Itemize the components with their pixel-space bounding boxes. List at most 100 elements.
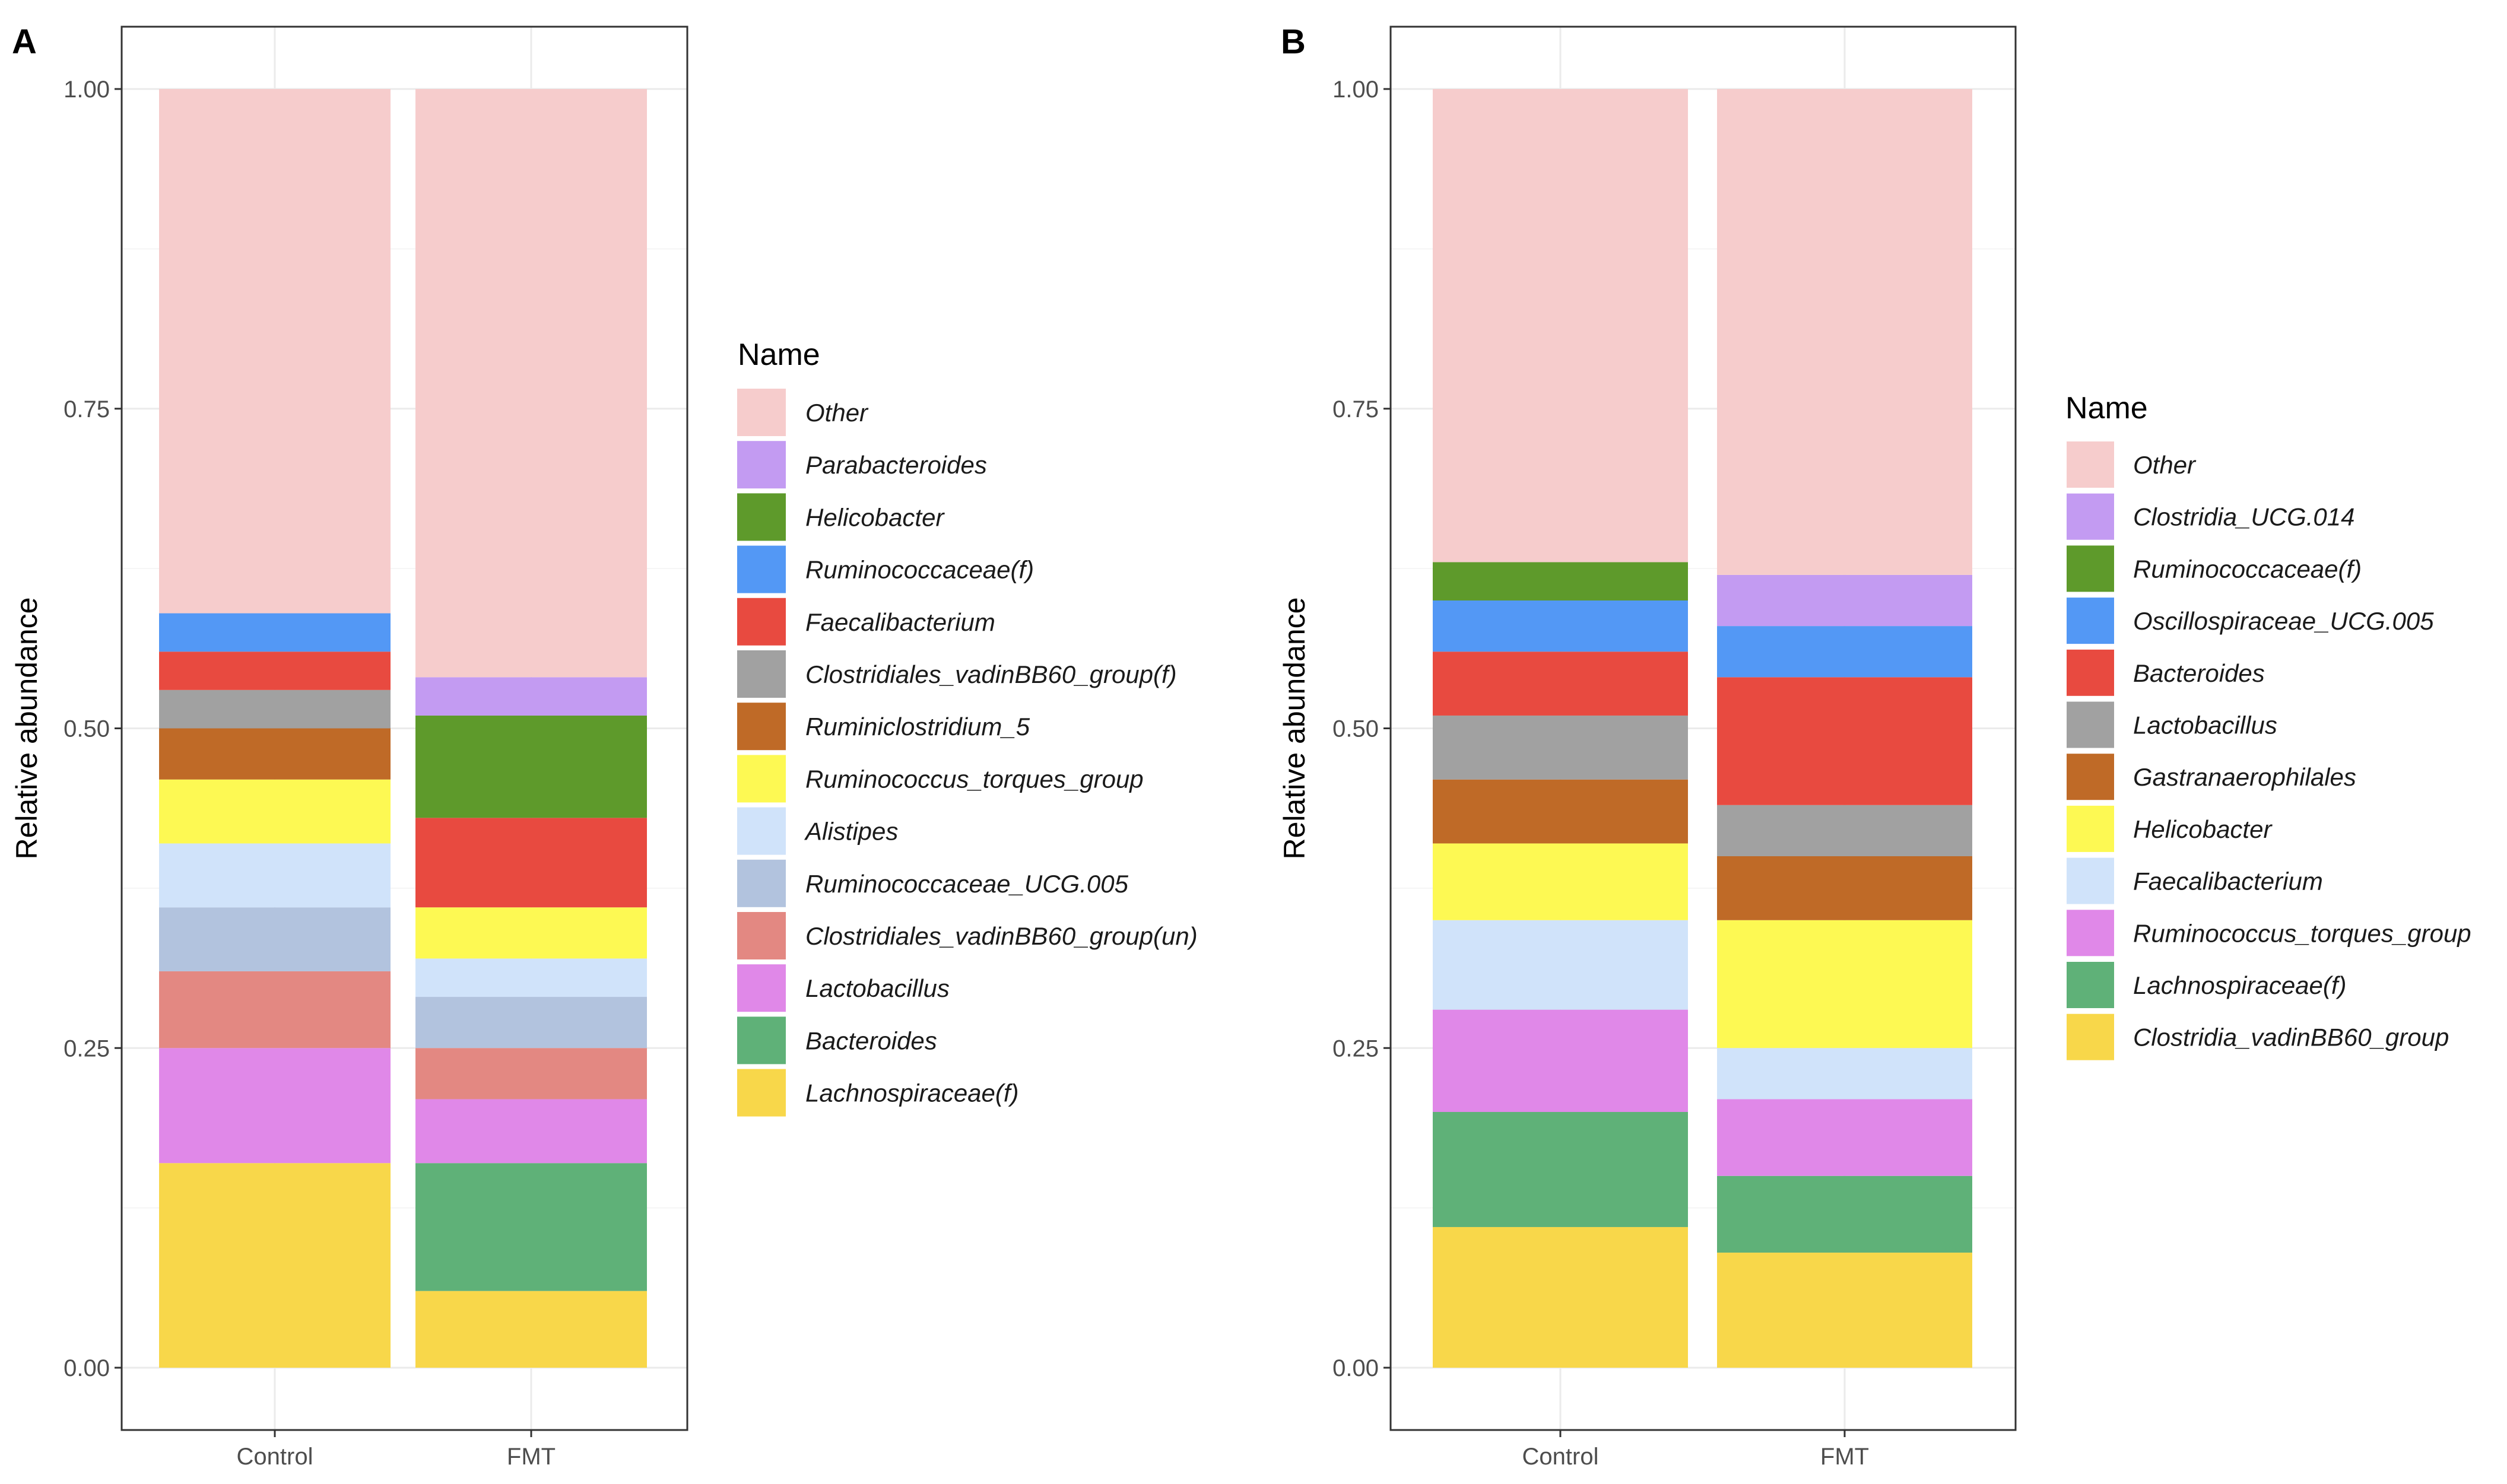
y-tick-label: 0.50 [64,716,110,742]
legend-label-other: Other [2133,451,2197,479]
legend-label-clostridiales-vadinbb60-group-f: Clostridiales_vadinBB60_group(f) [805,660,1177,688]
legend-label-lactobacillus: Lactobacillus [2133,711,2277,739]
bar-segment-fmt-helicobacter [1717,920,1972,1048]
legend-swatch-other [737,389,786,436]
bar-segment-control-gastranaerophilales [1433,779,1688,844]
bar-segment-control-lactobacillus [159,1048,391,1164]
bar-segment-fmt-lactobacillus [415,1099,647,1164]
legend-label-lactobacillus: Lactobacillus [805,974,950,1002]
bar-segment-control-ruminococcus-torques-group [1433,1009,1688,1112]
bar-segment-control-lachnospiraceae-f [159,1163,391,1368]
x-tick-label: Control [237,1444,313,1470]
bar-segment-control-lactobacillus [1433,715,1688,780]
legend-label-clostridia-ucg-014: Clostridia_UCG.014 [2133,503,2355,531]
bar-segment-fmt-lactobacillus [1717,805,1972,856]
bar-segment-fmt-helicobacter [415,715,647,818]
bar-segment-control-ruminococcus-torques-group [159,779,391,844]
legend-swatch-bacteroides [737,1016,786,1064]
bar-segment-fmt-clostridia-vadinbb60-group [1717,1253,1972,1368]
legend-swatch-faecalibacterium [2067,857,2114,904]
legend-label-helicobacter: Helicobacter [805,503,945,531]
y-tick-label: 0.75 [64,396,110,422]
legend-label-ruminococcaceae-f: Ruminococcaceae(f) [805,556,1034,584]
bar-segment-fmt-ruminococcus-torques-group [415,907,647,959]
legend-swatch-other [2067,441,2114,488]
legend-swatch-ruminococcaceae-ucg-005 [737,859,786,907]
legend-swatch-clostridiales-vadinbb60-group-un [737,912,786,959]
x-tick-label: FMT [1820,1444,1869,1470]
bar-segment-fmt-ruminococcaceae-ucg-005 [415,997,647,1048]
y-axis-title: Relative abundance [10,598,43,860]
bar-segment-fmt-clostridiales-vadinbb60-group-un [415,1048,647,1100]
bar-segment-control-other [1433,89,1688,563]
y-tick-label: 1.00 [1332,77,1379,103]
legend-swatch-clostridiales-vadinbb60-group-f [737,650,786,698]
legend-swatch-clostridia-ucg-014 [2067,493,2114,540]
legend-swatch-lachnospiraceae-f [737,1069,786,1117]
legend-swatch-ruminococcaceae-f [2067,545,2114,592]
y-tick-label: 0.75 [1332,396,1379,422]
bar-segment-fmt-ruminococcus-torques-group [1717,1099,1972,1176]
panel-label: A [12,23,37,61]
legend-label-faecalibacterium: Faecalibacterium [805,608,995,636]
legend-swatch-faecalibacterium [737,598,786,646]
legend-label-ruminococcus-torques-group: Ruminococcus_torques_group [2133,919,2471,947]
bar-segment-control-alistipes [159,843,391,908]
legend-swatch-lachnospiraceae-f [2067,962,2114,1008]
legend-title: Name [738,338,820,372]
legend-swatch-lactobacillus [737,964,786,1012]
bar-segment-control-ruminococcaceae-ucg-005 [159,907,391,971]
panel-b: B 0.00 0.25 0.50 0.75 1.00 Control FMT Relative … [1278,23,2471,1470]
bar-segment-control-oscillospiraceae-ucg-005 [1433,600,1688,652]
legend-label-parabacteroides: Parabacteroides [805,451,987,479]
y-tick-label: 0.00 [64,1355,110,1381]
x-tick-label: FMT [507,1444,556,1470]
legend-title: Name [2065,391,2148,425]
legend-label-helicobacter: Helicobacter [2133,815,2273,843]
legend-swatch-clostridia-vadinbb60-group [2067,1013,2114,1060]
bar-segment-fmt-clostridia-ucg-014 [1717,574,1972,627]
bar-segment-fmt-faecalibacterium [415,818,647,908]
bar-segment-control-ruminiclostridium-5 [159,728,391,780]
bar-segment-fmt-other [1717,89,1972,575]
legend-swatch-gastranaerophilales [2067,754,2114,800]
bar-segment-fmt-oscillospiraceae-ucg-005 [1717,626,1972,678]
legend-swatch-ruminococcaceae-f [737,545,786,593]
y-tick-label: 0.00 [1332,1355,1379,1381]
bar-segment-fmt-lachnospiraceae-f [1717,1175,1972,1253]
bar-segment-fmt-gastranaerophilales [1717,856,1972,920]
bar-segment-control-clostridiales-vadinbb60-group-f [159,689,391,729]
legend-label-other: Other [805,399,869,427]
legend-label-ruminococcaceae-ucg-005: Ruminococcaceae_UCG.005 [805,870,1129,898]
bar-segment-control-ruminococcaceae-f [159,613,391,652]
y-tick-label: 1.00 [64,77,110,103]
legend-swatch-helicobacter [737,493,786,541]
bar-segment-fmt-bacteroides [1717,677,1972,805]
bar-segment-fmt-lachnospiraceae-f [415,1291,647,1368]
legend-swatch-bacteroides [2067,649,2114,696]
bar-segment-fmt-faecalibacterium [1717,1048,1972,1100]
legend-label-ruminiclostridium-5: Ruminiclostridium_5 [805,713,1030,741]
bar-segment-fmt-parabacteroides [415,677,647,716]
y-tick-label: 0.25 [1332,1035,1379,1062]
legend-label-lachnospiraceae-f: Lachnospiraceae(f) [805,1079,1019,1107]
bar-segment-control-clostridiales-vadinbb60-group-un [159,971,391,1048]
bar-segment-fmt-bacteroides [415,1163,647,1291]
bar-segment-control-bacteroides [1433,652,1688,716]
bar-segment-fmt-other [415,89,647,678]
legend-swatch-oscillospiraceae-ucg-005 [2067,598,2114,644]
bar-segment-control-faecalibacterium [1433,920,1688,1010]
bar-segment-control-ruminococcaceae-f [1433,562,1688,600]
legend-swatch-lactobacillus [2067,701,2114,748]
legend-swatch-ruminiclostridium-5 [737,703,786,751]
legend-label-oscillospiraceae-ucg-005: Oscillospiraceae_UCG.005 [2133,607,2434,635]
legend-label-ruminococcaceae-f: Ruminococcaceae(f) [2133,555,2362,583]
legend-label-lachnospiraceae-f: Lachnospiraceae(f) [2133,971,2347,999]
legend-label-bacteroides: Bacteroides [805,1027,937,1054]
panel-label: B [1281,23,1306,61]
y-axis-title: Relative abundance [1278,598,1311,860]
legend-label-clostridia-vadinbb60-group: Clostridia_vadinBB60_group [2133,1024,2449,1051]
legend-swatch-ruminococcus-torques-group [2067,910,2114,957]
legend-swatch-helicobacter [2067,805,2114,852]
